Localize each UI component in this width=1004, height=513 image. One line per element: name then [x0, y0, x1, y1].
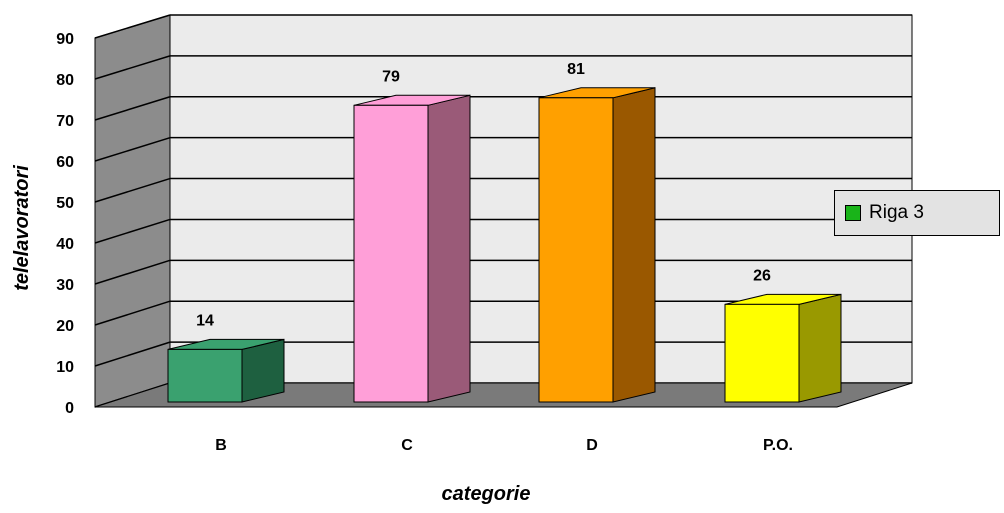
y-tick-label: 0 — [65, 400, 74, 417]
gridline-side — [94, 96, 171, 121]
y-tick-label: 90 — [56, 31, 74, 48]
floor-plane — [94, 382, 913, 408]
x-category-labels: B C D P.O. — [215, 437, 793, 454]
data-label: 14 — [196, 312, 214, 329]
gridline-side — [94, 14, 171, 39]
y-tick-label: 60 — [56, 154, 74, 171]
y-tick-label: 50 — [56, 195, 74, 212]
bar-front — [167, 348, 243, 403]
y-tick-label: 70 — [56, 113, 74, 130]
bar-side — [427, 94, 471, 403]
gridline-side — [94, 259, 171, 285]
data-label: 81 — [567, 61, 585, 78]
bar — [167, 338, 285, 403]
data-label: 26 — [753, 267, 771, 284]
x-category-label: D — [586, 437, 598, 454]
bar-front — [353, 104, 429, 403]
y-axis-title: telelavoratori — [11, 165, 33, 291]
bar-side — [798, 293, 842, 403]
y-tick-label: 20 — [56, 318, 74, 335]
gridline-side — [94, 341, 171, 367]
x-axis-title: categorie — [442, 483, 531, 505]
data-label: 79 — [382, 68, 400, 85]
chart-floor — [94, 382, 913, 408]
gridline-side — [94, 218, 171, 244]
legend: Riga 3 — [834, 190, 1000, 236]
bars — [167, 87, 842, 403]
legend-swatch-icon — [845, 205, 861, 221]
bar — [724, 293, 842, 403]
y-tick-label: 80 — [56, 72, 74, 89]
y-tick-labels: 0 10 20 30 40 50 60 70 80 90 — [56, 31, 74, 417]
bar-side — [241, 338, 285, 403]
gridline-side — [94, 177, 171, 203]
bar — [538, 87, 656, 403]
y-tick-label: 40 — [56, 236, 74, 253]
bar-front — [724, 303, 800, 403]
legend-label: Riga 3 — [869, 202, 924, 223]
bar-front — [538, 97, 614, 403]
side-wall — [94, 14, 171, 408]
y-tick-label: 10 — [56, 359, 74, 376]
gridline-side — [94, 55, 171, 80]
bar — [353, 94, 471, 403]
bar-side — [612, 87, 656, 403]
data-labels: 14 79 81 26 — [196, 61, 771, 330]
x-category-label: P.O. — [763, 437, 793, 454]
x-category-label: C — [401, 437, 413, 454]
gridline-side — [94, 136, 171, 162]
y-tick-label: 30 — [56, 277, 74, 294]
x-category-label: B — [215, 437, 227, 454]
gridline-side — [94, 300, 171, 326]
